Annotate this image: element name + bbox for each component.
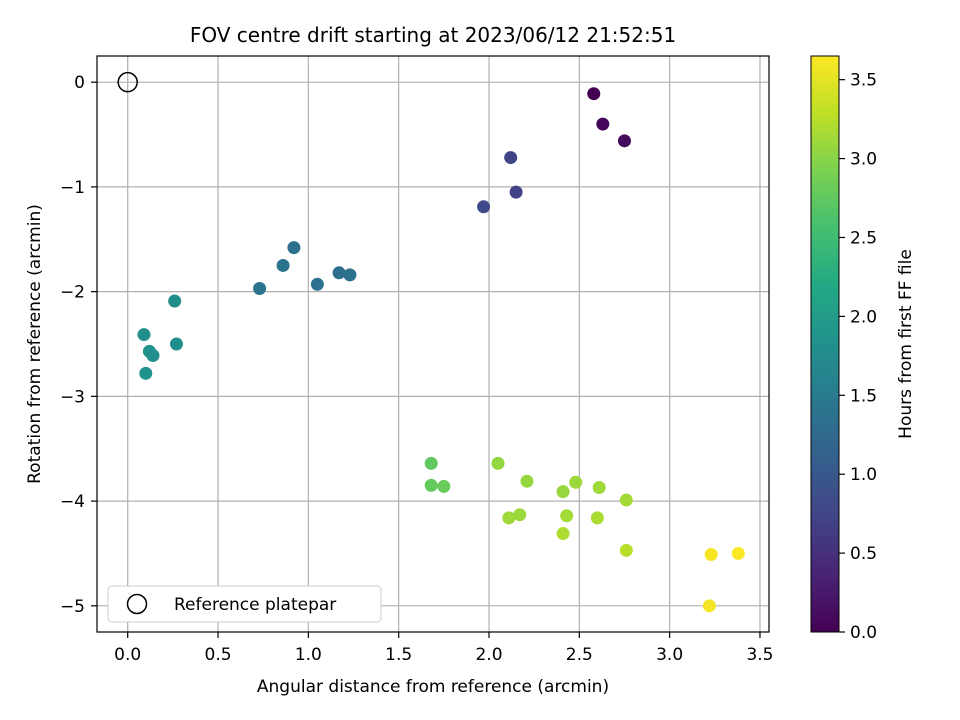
legend-label-reference: Reference platepar bbox=[174, 595, 336, 615]
reference-platepar-marker bbox=[117, 71, 138, 93]
y-tick-label: −4 bbox=[60, 492, 85, 512]
grid-lines bbox=[97, 56, 769, 632]
y-tick-label: −3 bbox=[60, 387, 85, 407]
legend-marker-reference bbox=[126, 593, 148, 615]
colorbar-tick-label: 3.0 bbox=[850, 150, 877, 170]
x-tick-label: 1.0 bbox=[295, 645, 322, 665]
y-tick-label: −2 bbox=[60, 283, 85, 303]
data-point bbox=[491, 456, 505, 470]
data-point bbox=[619, 493, 633, 507]
y-tick-label: 0 bbox=[74, 73, 85, 93]
data-point bbox=[509, 185, 523, 199]
data-point bbox=[287, 241, 301, 255]
y-tick-label: −1 bbox=[60, 178, 85, 198]
colorbar-gradient bbox=[810, 55, 840, 633]
colorbar-tick-label: 0.0 bbox=[850, 623, 877, 643]
colorbar-tick-label: 3.5 bbox=[850, 71, 877, 91]
data-point bbox=[502, 511, 516, 525]
data-point bbox=[137, 328, 151, 342]
x-tick-label: 0.0 bbox=[114, 645, 141, 665]
data-point bbox=[556, 527, 570, 541]
data-point bbox=[556, 485, 570, 499]
data-point bbox=[592, 480, 606, 494]
data-point bbox=[504, 151, 518, 165]
chart-title: FOV centre drift starting at 2023/06/12 … bbox=[190, 23, 676, 47]
data-point bbox=[702, 599, 716, 613]
x-tick-label: 2.0 bbox=[475, 645, 502, 665]
data-point bbox=[513, 508, 527, 522]
data-point bbox=[704, 548, 718, 562]
data-point bbox=[276, 258, 290, 272]
colorbar-tick-label: 0.5 bbox=[850, 544, 877, 564]
x-axis-ticks: 0.0 0.5 1.0 1.5 2.0 2.5 3.0 3.5 bbox=[114, 632, 773, 665]
colorbar-label: Hours from first FF file bbox=[896, 249, 916, 439]
x-tick-label: 3.5 bbox=[746, 645, 773, 665]
legend: Reference platepar bbox=[107, 585, 382, 623]
data-point bbox=[587, 87, 601, 101]
data-point bbox=[139, 366, 153, 380]
data-point bbox=[424, 456, 438, 470]
x-tick-label: 2.5 bbox=[566, 645, 593, 665]
y-axis-ticks: 0 −1 −2 −3 −4 −5 bbox=[60, 73, 97, 617]
x-tick-label: 0.5 bbox=[205, 645, 232, 665]
colorbar-ticks: 0.0 0.5 1.0 1.5 2.0 2.5 3.0 3.5 bbox=[839, 71, 877, 643]
data-point bbox=[619, 543, 633, 557]
legend-box bbox=[107, 585, 382, 623]
data-points bbox=[117, 71, 745, 613]
data-point bbox=[596, 117, 610, 131]
x-axis-label: Angular distance from reference (arcmin) bbox=[257, 677, 609, 697]
data-point bbox=[731, 546, 745, 560]
x-tick-label: 3.0 bbox=[656, 645, 683, 665]
colorbar-tick-label: 1.0 bbox=[850, 465, 877, 485]
colorbar: 0.0 0.5 1.0 1.5 2.0 2.5 3.0 3.5 Hours from firs… bbox=[810, 55, 916, 643]
data-point bbox=[437, 479, 451, 493]
data-point bbox=[343, 268, 357, 282]
x-tick-label: 1.5 bbox=[385, 645, 412, 665]
data-point bbox=[569, 475, 583, 489]
data-point bbox=[146, 349, 160, 363]
plot-frame bbox=[96, 55, 770, 633]
data-point bbox=[477, 200, 491, 214]
data-point bbox=[168, 294, 182, 308]
data-point bbox=[253, 281, 267, 295]
y-tick-label: −5 bbox=[60, 597, 85, 617]
data-point bbox=[310, 277, 324, 291]
data-point bbox=[169, 337, 183, 351]
data-point bbox=[520, 474, 534, 488]
data-point bbox=[590, 511, 604, 525]
data-point bbox=[424, 478, 438, 492]
data-point bbox=[617, 134, 631, 148]
y-axis-label: Rotation from reference (arcmin) bbox=[25, 204, 45, 484]
data-point bbox=[332, 266, 346, 280]
colorbar-tick-label: 1.5 bbox=[850, 386, 877, 406]
colorbar-tick-label: 2.5 bbox=[850, 228, 877, 248]
data-point bbox=[560, 509, 574, 523]
colorbar-tick-label: 2.0 bbox=[850, 307, 877, 327]
